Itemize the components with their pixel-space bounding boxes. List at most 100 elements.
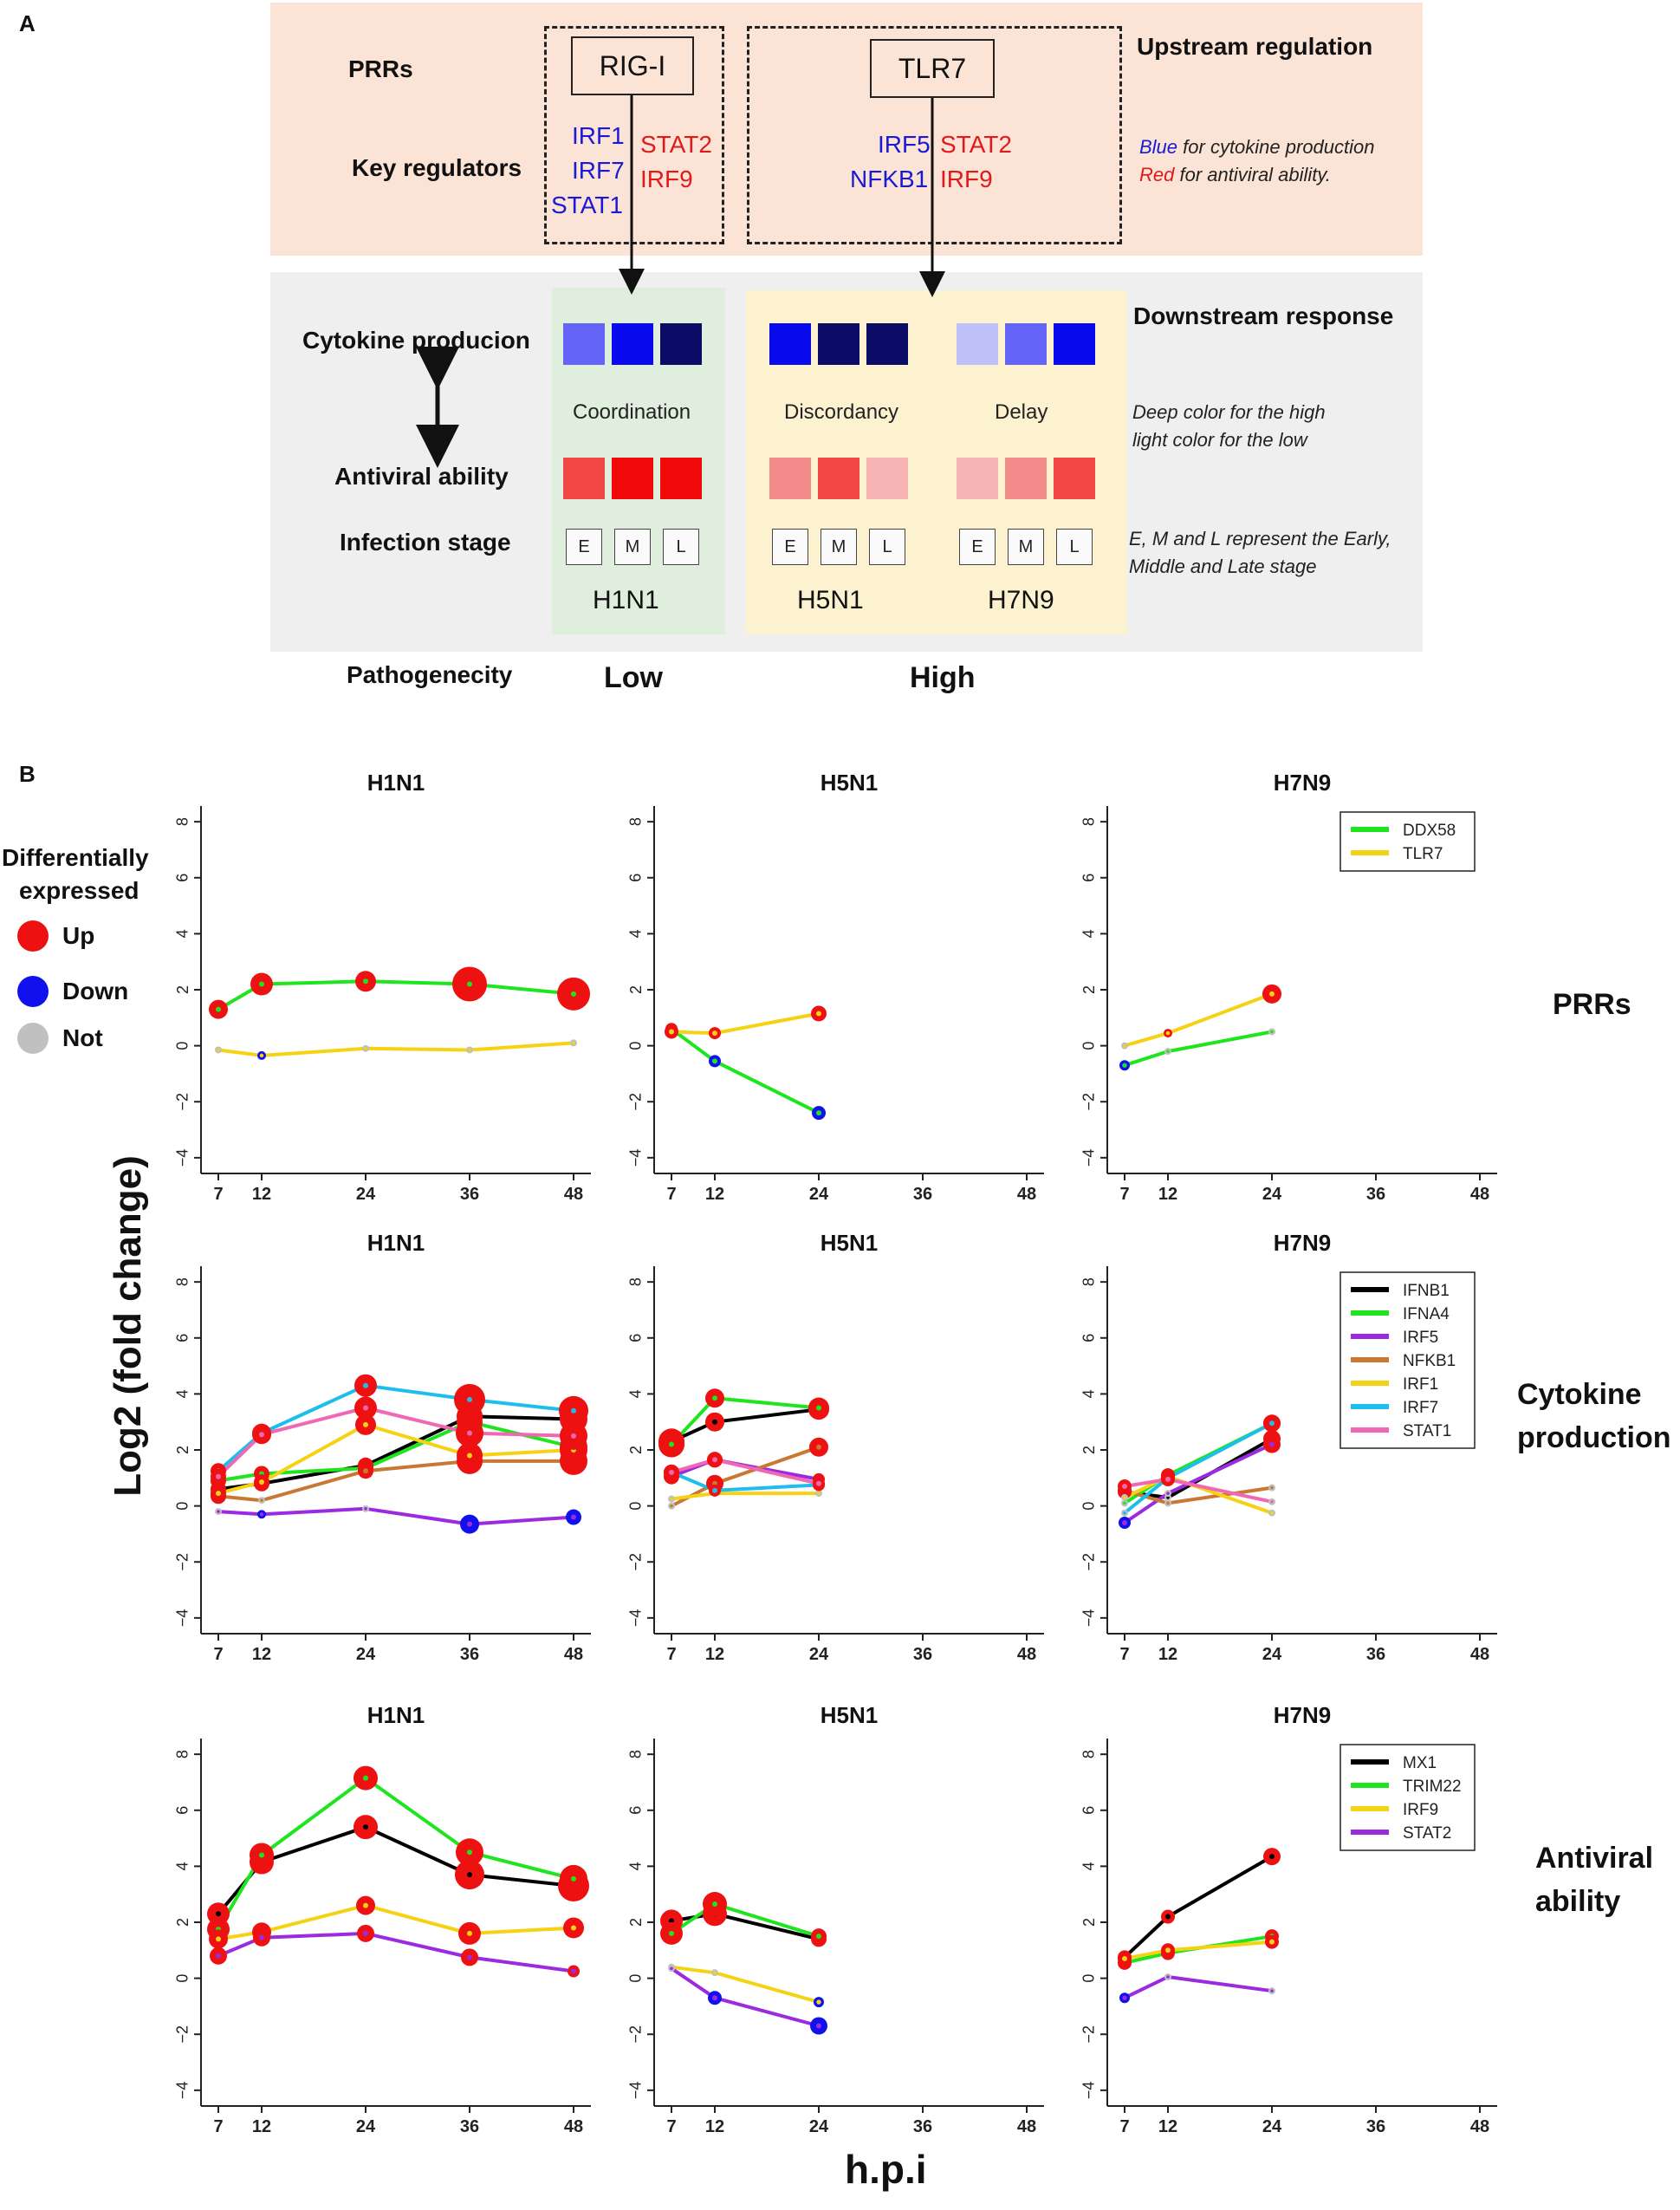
y-tick-label: −2 xyxy=(627,1093,645,1111)
tlr7-prr-box: TLR7 xyxy=(870,39,995,98)
series-line-irf5 xyxy=(671,1458,820,1481)
regulator-gene: NFKB1 xyxy=(850,166,929,192)
y-tick-label: 6 xyxy=(627,1334,645,1342)
data-point-core xyxy=(1270,1485,1274,1490)
stage-legend-line1: E, M and L represent the Early, xyxy=(1129,528,1391,549)
y-tick-label: 6 xyxy=(174,1334,191,1342)
cytokine-row-label: Cytokine producion xyxy=(302,327,530,354)
x-tick-label: 36 xyxy=(1366,1185,1385,1204)
y-tick-label: −2 xyxy=(174,2025,191,2044)
y-tick-label: 6 xyxy=(174,874,191,882)
data-point-core xyxy=(259,1934,264,1940)
antiviral-square xyxy=(957,458,998,499)
x-tick-label: 48 xyxy=(1470,1645,1489,1664)
data-point-core xyxy=(669,1469,674,1475)
data-point-core xyxy=(363,1382,368,1388)
legend-entry: TRIM22 xyxy=(1403,1778,1462,1796)
prrs-row-label: PRRs xyxy=(348,55,413,82)
antiviral-square xyxy=(866,458,908,499)
data-point-core xyxy=(1270,1030,1274,1034)
data-point-core xyxy=(467,1453,472,1459)
x-tick-label: 12 xyxy=(1158,2117,1177,2136)
stage-box: M xyxy=(614,529,651,565)
data-point-core xyxy=(713,1971,717,1974)
x-tick-label: 48 xyxy=(1470,1185,1489,1204)
y-tick-label: 8 xyxy=(1080,1277,1098,1286)
y-tick-label: 2 xyxy=(1080,1446,1098,1454)
de-not-dot xyxy=(17,1023,49,1054)
y-tick-label: −4 xyxy=(1080,2082,1098,2100)
x-tick-label: 7 xyxy=(213,2117,223,2136)
data-point-core xyxy=(259,1053,264,1058)
data-point-core xyxy=(259,1432,264,1438)
data-point-core xyxy=(571,1925,576,1931)
x-axis-label: h.p.i xyxy=(845,2147,927,2192)
x-tick-label: 36 xyxy=(1366,2117,1385,2136)
legend-entry: STAT2 xyxy=(1403,1824,1451,1843)
data-point-core xyxy=(260,1498,263,1502)
x-tick-label: 12 xyxy=(705,1185,724,1204)
data-point-core xyxy=(571,991,576,997)
data-point-core xyxy=(216,1936,221,1942)
data-point-core xyxy=(669,1441,674,1447)
legend-entry: IRF9 xyxy=(1403,1801,1438,1819)
data-point-core xyxy=(467,1849,472,1856)
pathogenicity-low: Low xyxy=(604,661,663,694)
y-tick-label: 2 xyxy=(627,1446,645,1454)
y-tick-label: 4 xyxy=(174,1862,191,1870)
chart-panel-title: H1N1 xyxy=(367,770,425,796)
x-tick-label: 48 xyxy=(1017,1645,1036,1664)
x-tick-label: 12 xyxy=(1158,1645,1177,1664)
y-tick-label: −2 xyxy=(1080,2025,1098,2044)
data-point-core xyxy=(363,1405,368,1411)
cytokine-square xyxy=(818,323,859,365)
shade-legend-line2: light color for the low xyxy=(1132,429,1307,451)
data-point-core xyxy=(363,1421,368,1427)
legend-entry: STAT1 xyxy=(1403,1422,1451,1440)
red-legend-line: Red for antiviral ability. xyxy=(1139,161,1331,189)
data-point-core xyxy=(669,1930,674,1936)
y-tick-label: −2 xyxy=(627,1553,645,1571)
data-point-core xyxy=(216,1911,221,1917)
y-tick-label: 0 xyxy=(174,1042,191,1050)
stage-box: E xyxy=(772,529,808,565)
pathogenicity-high: High xyxy=(910,661,976,694)
data-point-core xyxy=(467,1396,472,1402)
series-line-stat2 xyxy=(217,1931,574,1973)
series-line-ddx58 xyxy=(1124,1030,1273,1068)
data-point-core xyxy=(817,1492,821,1495)
data-point-core xyxy=(1165,1914,1171,1920)
series-legend: IFNB1 IFNA4 IRF5 NFKB1 IRF1 IRF7 STAT1 xyxy=(1339,1271,1476,1449)
data-point-core xyxy=(1269,991,1275,997)
cytokine-square xyxy=(1054,323,1095,365)
data-point-core xyxy=(216,1006,221,1012)
chart-row-label-line2: ability xyxy=(1535,1885,1621,1918)
y-tick-label: 8 xyxy=(627,817,645,826)
pathogenecity-label: Pathogenecity xyxy=(347,661,513,688)
red-rest: for antiviral ability. xyxy=(1174,164,1331,185)
data-point-core xyxy=(364,1047,367,1050)
x-tick-label: 36 xyxy=(460,1185,479,1204)
downstream-heading: Downstream response xyxy=(1133,302,1394,329)
upstream-heading: Upstream regulation xyxy=(1137,33,1373,60)
y-tick-label: 6 xyxy=(1080,1334,1098,1342)
data-point-core xyxy=(816,1011,821,1017)
antiviral-square xyxy=(1005,458,1047,499)
chart-row-label: PRRs xyxy=(1553,988,1631,1021)
y-tick-label: 8 xyxy=(174,1750,191,1758)
data-point-core xyxy=(816,1480,821,1486)
data-point-core xyxy=(1166,1050,1170,1053)
antiviral-square xyxy=(1054,458,1095,499)
data-point-core xyxy=(571,1968,576,1974)
y-tick-label: 2 xyxy=(174,1446,191,1454)
data-point-core xyxy=(1269,1854,1275,1860)
chart-panel-title: H7N9 xyxy=(1274,1702,1331,1728)
antiviral-square xyxy=(660,458,702,499)
y-tick-label: −4 xyxy=(627,2082,645,2100)
x-tick-label: 36 xyxy=(460,2117,479,2136)
data-point-core xyxy=(363,1824,368,1830)
x-tick-label: 24 xyxy=(809,1185,829,1204)
chart-row-label-line2: production xyxy=(1517,1421,1671,1454)
antiviral-row-label: Antiviral ability xyxy=(334,463,509,490)
